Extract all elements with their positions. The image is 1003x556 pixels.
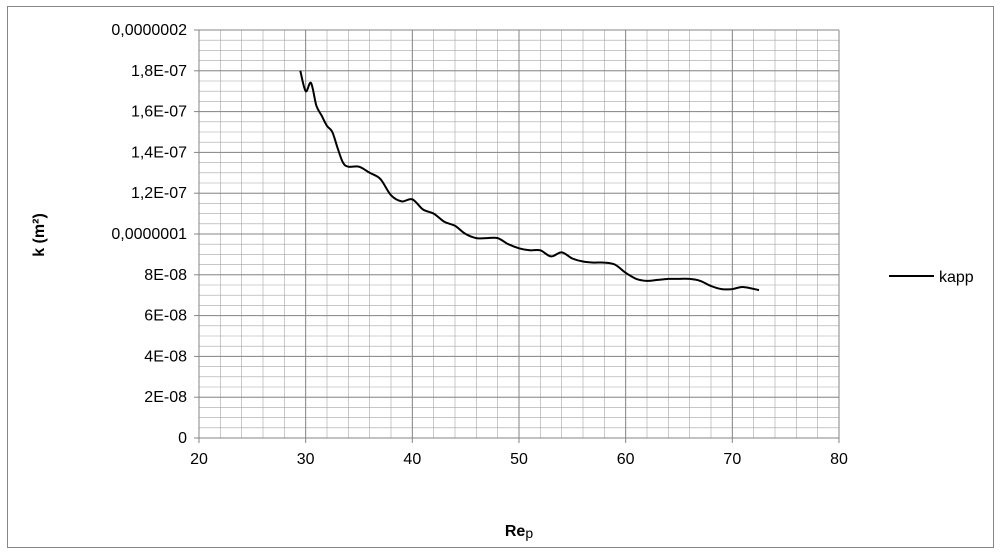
y-axis-title: k (m²)	[31, 213, 48, 257]
major-gridlines	[199, 29, 840, 438]
x-tick-label: 80	[830, 451, 848, 468]
y-tick-label: 6E-08	[144, 308, 187, 325]
x-tick-label: 60	[617, 451, 635, 468]
x-axis-title: Rep	[505, 523, 533, 541]
legend: kapp	[889, 269, 974, 286]
y-tick-label: 1,4E-07	[131, 144, 187, 161]
y-tick-label: 1,8E-07	[131, 63, 187, 80]
x-tick-label: 30	[297, 451, 315, 468]
x-axis-title-subscript: p	[525, 525, 533, 541]
series-line-kapp	[299, 70, 760, 292]
y-tick-label: 8E-08	[144, 267, 187, 284]
y-tick-label: 0	[178, 430, 187, 447]
x-tick-label: 40	[403, 451, 421, 468]
chart-frame	[7, 6, 994, 548]
legend-label-kapp: kapp	[939, 269, 974, 286]
y-tick-label: 0,0000002	[111, 22, 187, 39]
y-tick-label: 2E-08	[144, 389, 187, 406]
x-tick-label: 20	[190, 451, 208, 468]
y-tick-label: 4E-08	[144, 348, 187, 365]
y-tick-label: 0,0000001	[111, 226, 187, 243]
x-tick-label: 50	[510, 451, 528, 468]
y-tick-label: 1,6E-07	[131, 104, 187, 121]
x-axis-title-main: Re	[505, 523, 526, 540]
series-layer	[299, 70, 760, 292]
x-tick-label: 70	[723, 451, 741, 468]
x-axis-ticks: 20 30 40 50 60 70 80	[190, 438, 848, 468]
y-tick-label: 1,2E-07	[131, 185, 187, 202]
y-axis-ticks: 0 2E-08 4E-08 6E-08 8E-08 0,0000001 1,2E-07 1,4…	[111, 22, 199, 447]
